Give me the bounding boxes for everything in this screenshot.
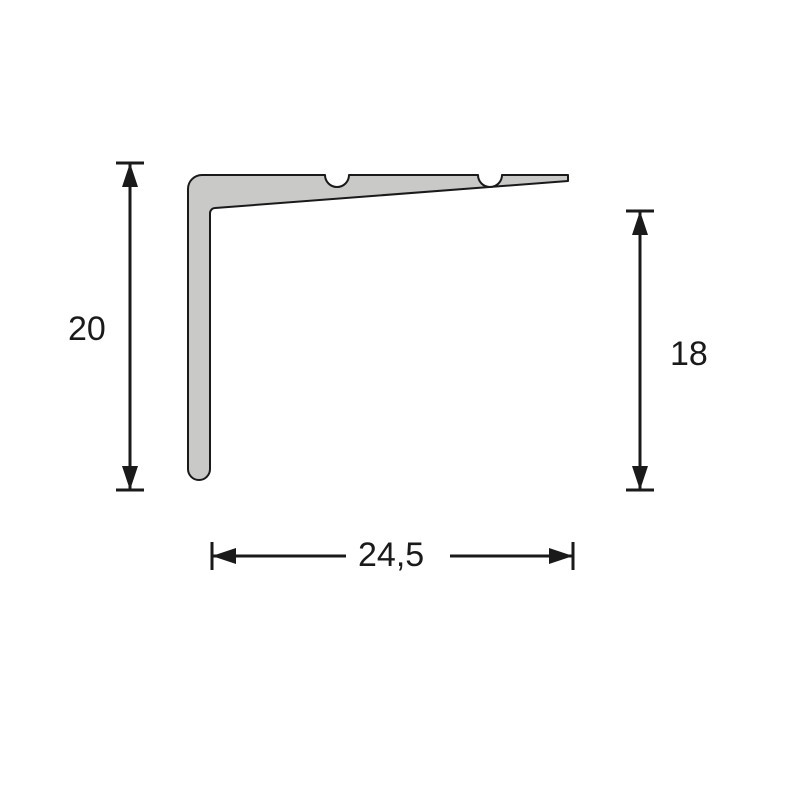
dimension-left [116, 163, 144, 490]
angle-profile-shape [188, 175, 568, 480]
dimension-bottom-label: 24,5 [358, 536, 424, 574]
dimension-left-label: 20 [68, 310, 106, 348]
dimension-right-label: 18 [670, 335, 708, 373]
dimension-right [626, 211, 654, 490]
technical-drawing: 20 18 24,5 [0, 0, 800, 800]
